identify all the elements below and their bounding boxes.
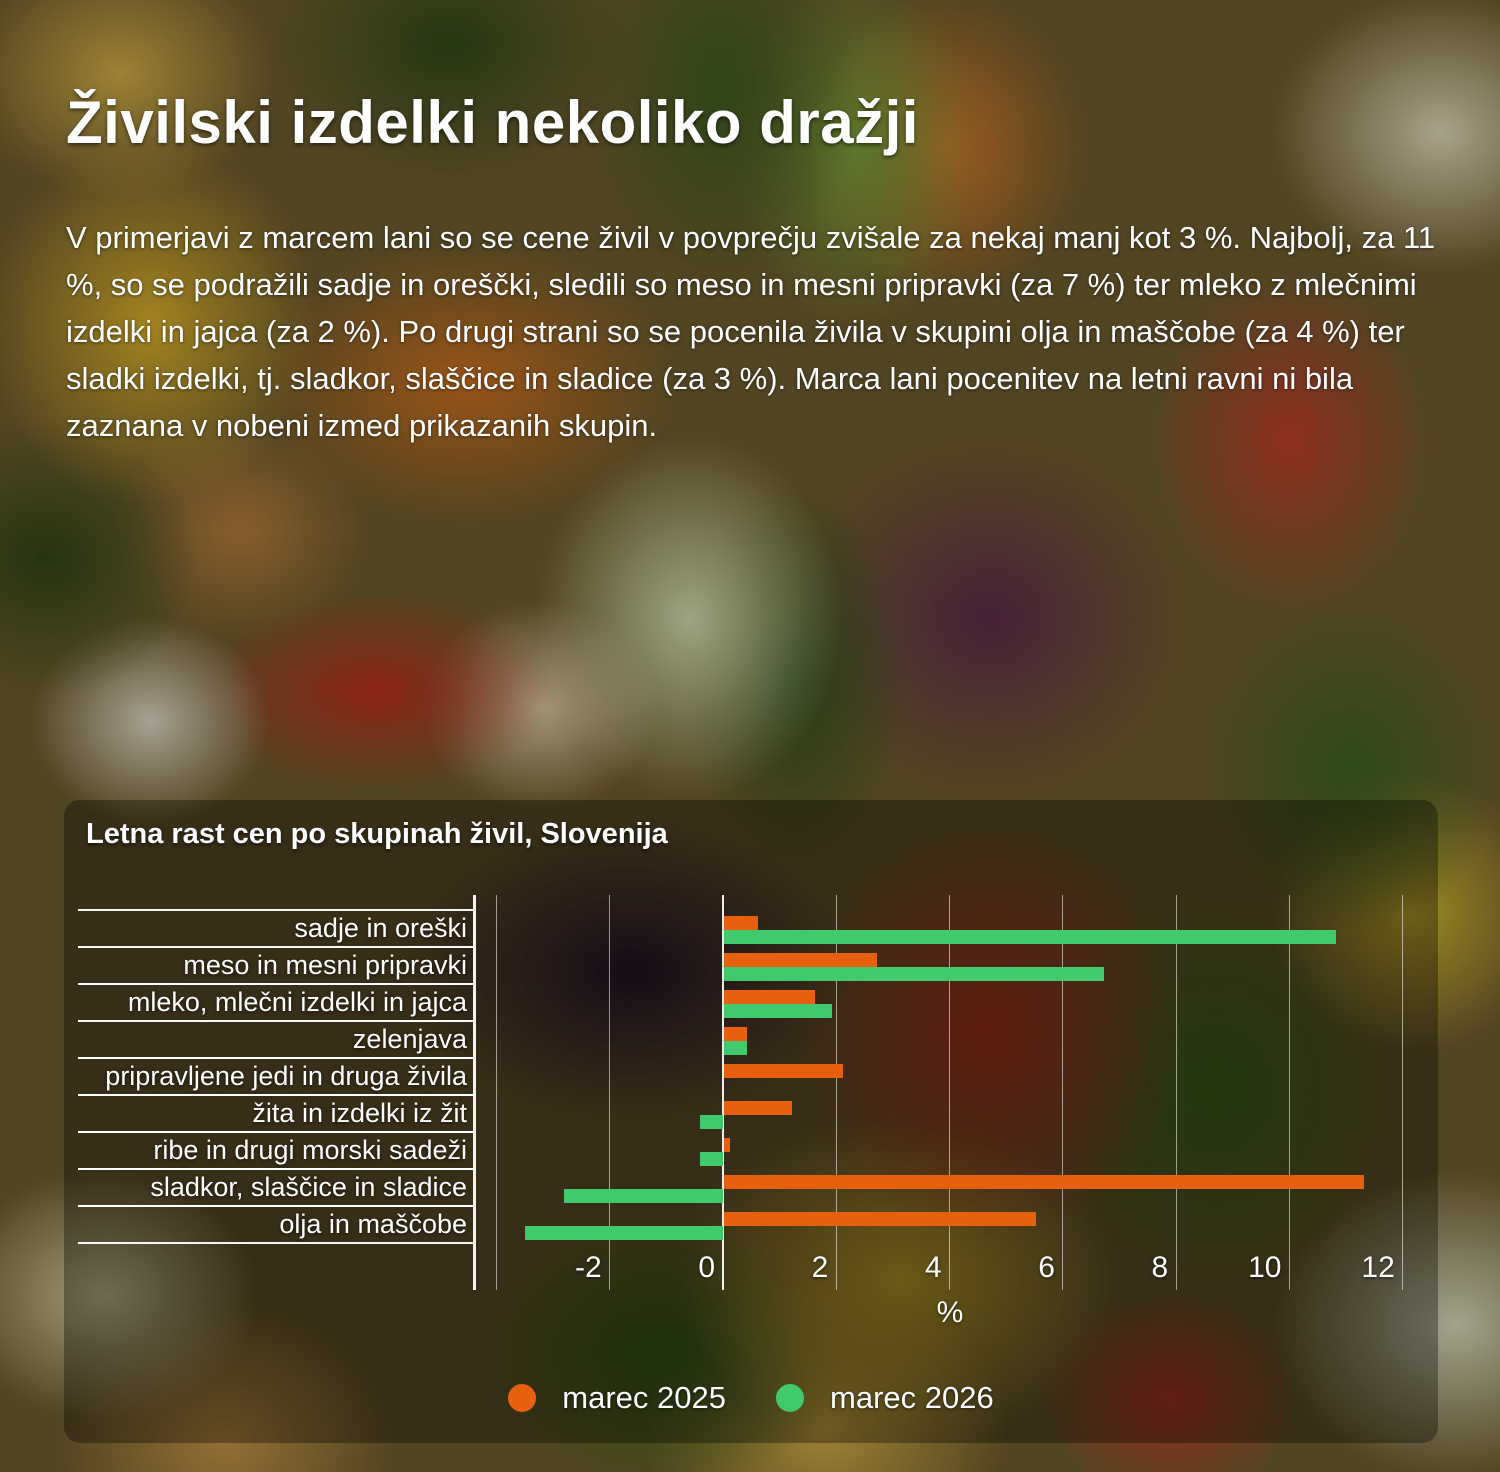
bar-marec-2026 [564, 1189, 723, 1203]
bar-marec-2025 [724, 1027, 747, 1041]
category-label: meso in mesni pripravki [183, 950, 467, 980]
gridline [1402, 895, 1404, 1290]
bar-marec-2025 [724, 1064, 843, 1078]
gridline [1062, 895, 1064, 1290]
bar-marec-2025 [724, 1101, 792, 1115]
bar-marec-2025 [724, 916, 758, 930]
category-label: ribe in drugi morski sadeži [153, 1135, 467, 1165]
row-separator [78, 1242, 473, 1244]
row-separator [78, 1131, 473, 1133]
bar-chart-plot: sadje in oreški meso in mesni pripravki ml… [64, 800, 1438, 1443]
gridline [495, 895, 497, 1290]
gridline [609, 895, 611, 1290]
row-separator [78, 1205, 473, 1207]
x-tick-label: 6 [1038, 1251, 1055, 1284]
intro-paragraph: V primerjavi z marcem lani so se cene ži… [66, 220, 1436, 443]
gridline [1175, 895, 1177, 1290]
bar-marec-2025 [724, 1212, 1036, 1226]
chart-panel: Letna rast cen po skupinah živil, Sloven… [64, 800, 1438, 1443]
bar-marec-2026 [700, 1115, 723, 1129]
x-tick-label: 2 [811, 1251, 829, 1284]
category-label: pripravljene jedi in druga živila [105, 1061, 467, 1091]
page-title: Živilski izdelki nekoliko dražji [66, 89, 919, 157]
gridline [835, 895, 837, 1290]
legend-swatch-icon [776, 1384, 804, 1412]
x-axis-unit-label: % [936, 1296, 964, 1329]
bar-marec-2026 [724, 967, 1104, 981]
category-label: žita in izdelki iz žit [252, 1098, 467, 1128]
row-separator [78, 1168, 473, 1170]
bar-marec-2025 [724, 990, 815, 1004]
bar-marec-2026 [724, 1004, 832, 1018]
zero-gridline [722, 895, 724, 1290]
row-separator [78, 909, 473, 911]
legend-swatch-icon [508, 1384, 537, 1412]
gridline [1289, 895, 1290, 1290]
category-label: sadje in oreški [294, 913, 467, 943]
row-separator [78, 1057, 473, 1059]
x-tick-label: 12 [1361, 1251, 1395, 1284]
row-separator [78, 1094, 473, 1096]
x-tick-label: 8 [1151, 1251, 1169, 1284]
gridline [949, 895, 951, 1290]
bar-marec-2026 [724, 930, 1336, 944]
category-label: olja in maščobe [279, 1209, 467, 1239]
bar-marec-2025 [724, 953, 877, 967]
category-label: zelenjava [352, 1024, 467, 1054]
legend-item: marec 2026 [776, 1380, 994, 1416]
chart-title: Letna rast cen po skupinah živil, Sloven… [86, 818, 668, 850]
legend-item: marec 2025 [508, 1380, 726, 1416]
x-tick-label: 10 [1248, 1251, 1282, 1284]
x-tick-label: -2 [575, 1251, 602, 1284]
category-label: mleko, mlečni izdelki in jajca [127, 987, 467, 1017]
legend-label: marec 2026 [830, 1380, 994, 1415]
bar-marec-2026 [724, 1041, 747, 1055]
y-axis-line [473, 895, 476, 1290]
x-tick-label: 4 [924, 1251, 942, 1284]
x-tick-label: 0 [698, 1251, 715, 1284]
row-separator [78, 946, 473, 948]
chart-legend: marec 2025 marec 2026 [64, 1380, 1438, 1416]
bar-marec-2025 [724, 1138, 730, 1152]
legend-label: marec 2025 [562, 1380, 726, 1415]
bar-marec-2026 [700, 1152, 723, 1166]
row-separator [78, 1020, 473, 1022]
category-label: sladkor, slaščice in sladice [150, 1172, 467, 1202]
bar-marec-2026 [524, 1226, 723, 1240]
bar-marec-2025 [724, 1175, 1365, 1189]
row-separator [78, 983, 473, 985]
